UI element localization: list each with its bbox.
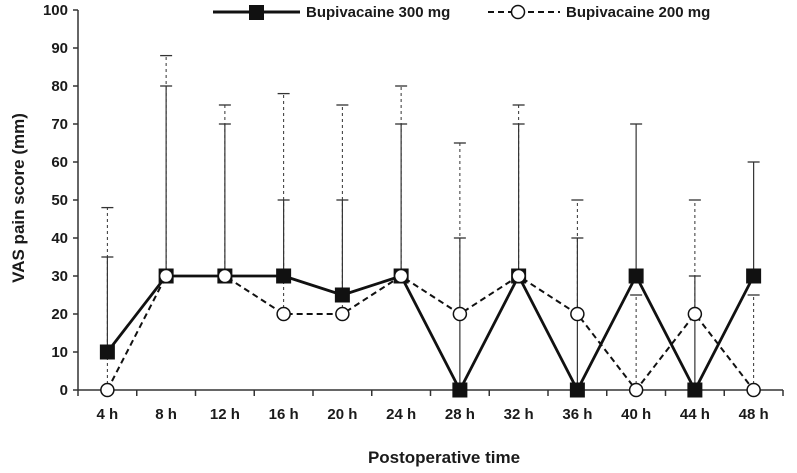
y-tick-label: 10 [51,344,68,361]
y-tick-label: 60 [51,154,68,171]
x-tick-label: 12 h [210,406,240,423]
y-tick-label: 30 [51,268,68,285]
x-tick-label: 44 h [680,406,710,423]
x-tick-label: 40 h [621,406,651,423]
series-markers [99,268,762,398]
y-tick-label: 40 [51,230,68,247]
data-point-series-1 [569,382,585,398]
data-point-series-1 [334,287,350,303]
x-tick-label: 24 h [386,406,416,423]
legend-marker-series-2 [510,4,526,20]
y-tick-label: 80 [51,78,68,95]
data-point-series-2 [452,306,468,322]
y-tick-label: 90 [51,40,68,57]
series-lines [106,274,755,392]
y-tick-label: 0 [60,382,68,399]
legend-marker-series-1 [249,5,264,20]
data-point-series-1 [746,268,762,284]
y-tick-label: 20 [51,306,68,323]
y-tick-label: 50 [51,192,68,209]
x-tick-label: 16 h [269,406,299,423]
legend-label-series-2: Bupivacaine 200 mg [566,4,710,21]
x-tick-label: 32 h [504,406,534,423]
legend-label-series-1: Bupivacaine 300 mg [306,4,450,21]
data-point-series-1 [687,382,703,398]
data-point-series-1 [628,268,644,284]
data-point-series-1 [452,382,468,398]
x-tick-label: 28 h [445,406,475,423]
x-tick-label: 48 h [739,406,769,423]
data-point-series-2 [511,268,526,284]
data-point-series-2 [276,306,291,322]
series-line-2 [106,275,755,391]
data-point-series-2 [746,382,761,398]
x-tick-label: 4 h [97,406,119,423]
data-point-series-1 [99,344,115,360]
data-point-series-2 [158,268,174,284]
x-axis-title: Postoperative time [368,448,520,467]
data-point-series-2 [100,382,115,398]
x-tick-label: 36 h [562,406,592,423]
y-axis-ticks: 0 10 20 30 40 50 60 70 80 90 100 [43,2,78,399]
y-axis-title: VAS pain score (mm) [9,113,28,283]
data-point-series-2 [217,268,233,284]
x-tick-label: 20 h [327,406,357,423]
data-point-series-2 [570,306,585,322]
x-tick-label: 8 h [155,406,177,423]
y-tick-label: 100 [43,2,68,19]
data-point-series-2 [628,382,644,398]
y-tick-label: 70 [51,116,68,133]
data-point-series-2 [393,268,409,284]
x-axis-ticks: 4 h 8 h 12 h 16 h 20 h 24 h 28 h 32 h 36 h 40 h 44… [77,390,784,423]
error-bars [101,54,760,390]
series-line-1 [106,274,755,392]
legend: Bupivacaine 300 mg Bupivacaine 200 mg [213,4,710,21]
data-point-series-2 [335,306,350,322]
data-point-series-2 [687,306,703,322]
data-point-series-1 [276,268,292,284]
